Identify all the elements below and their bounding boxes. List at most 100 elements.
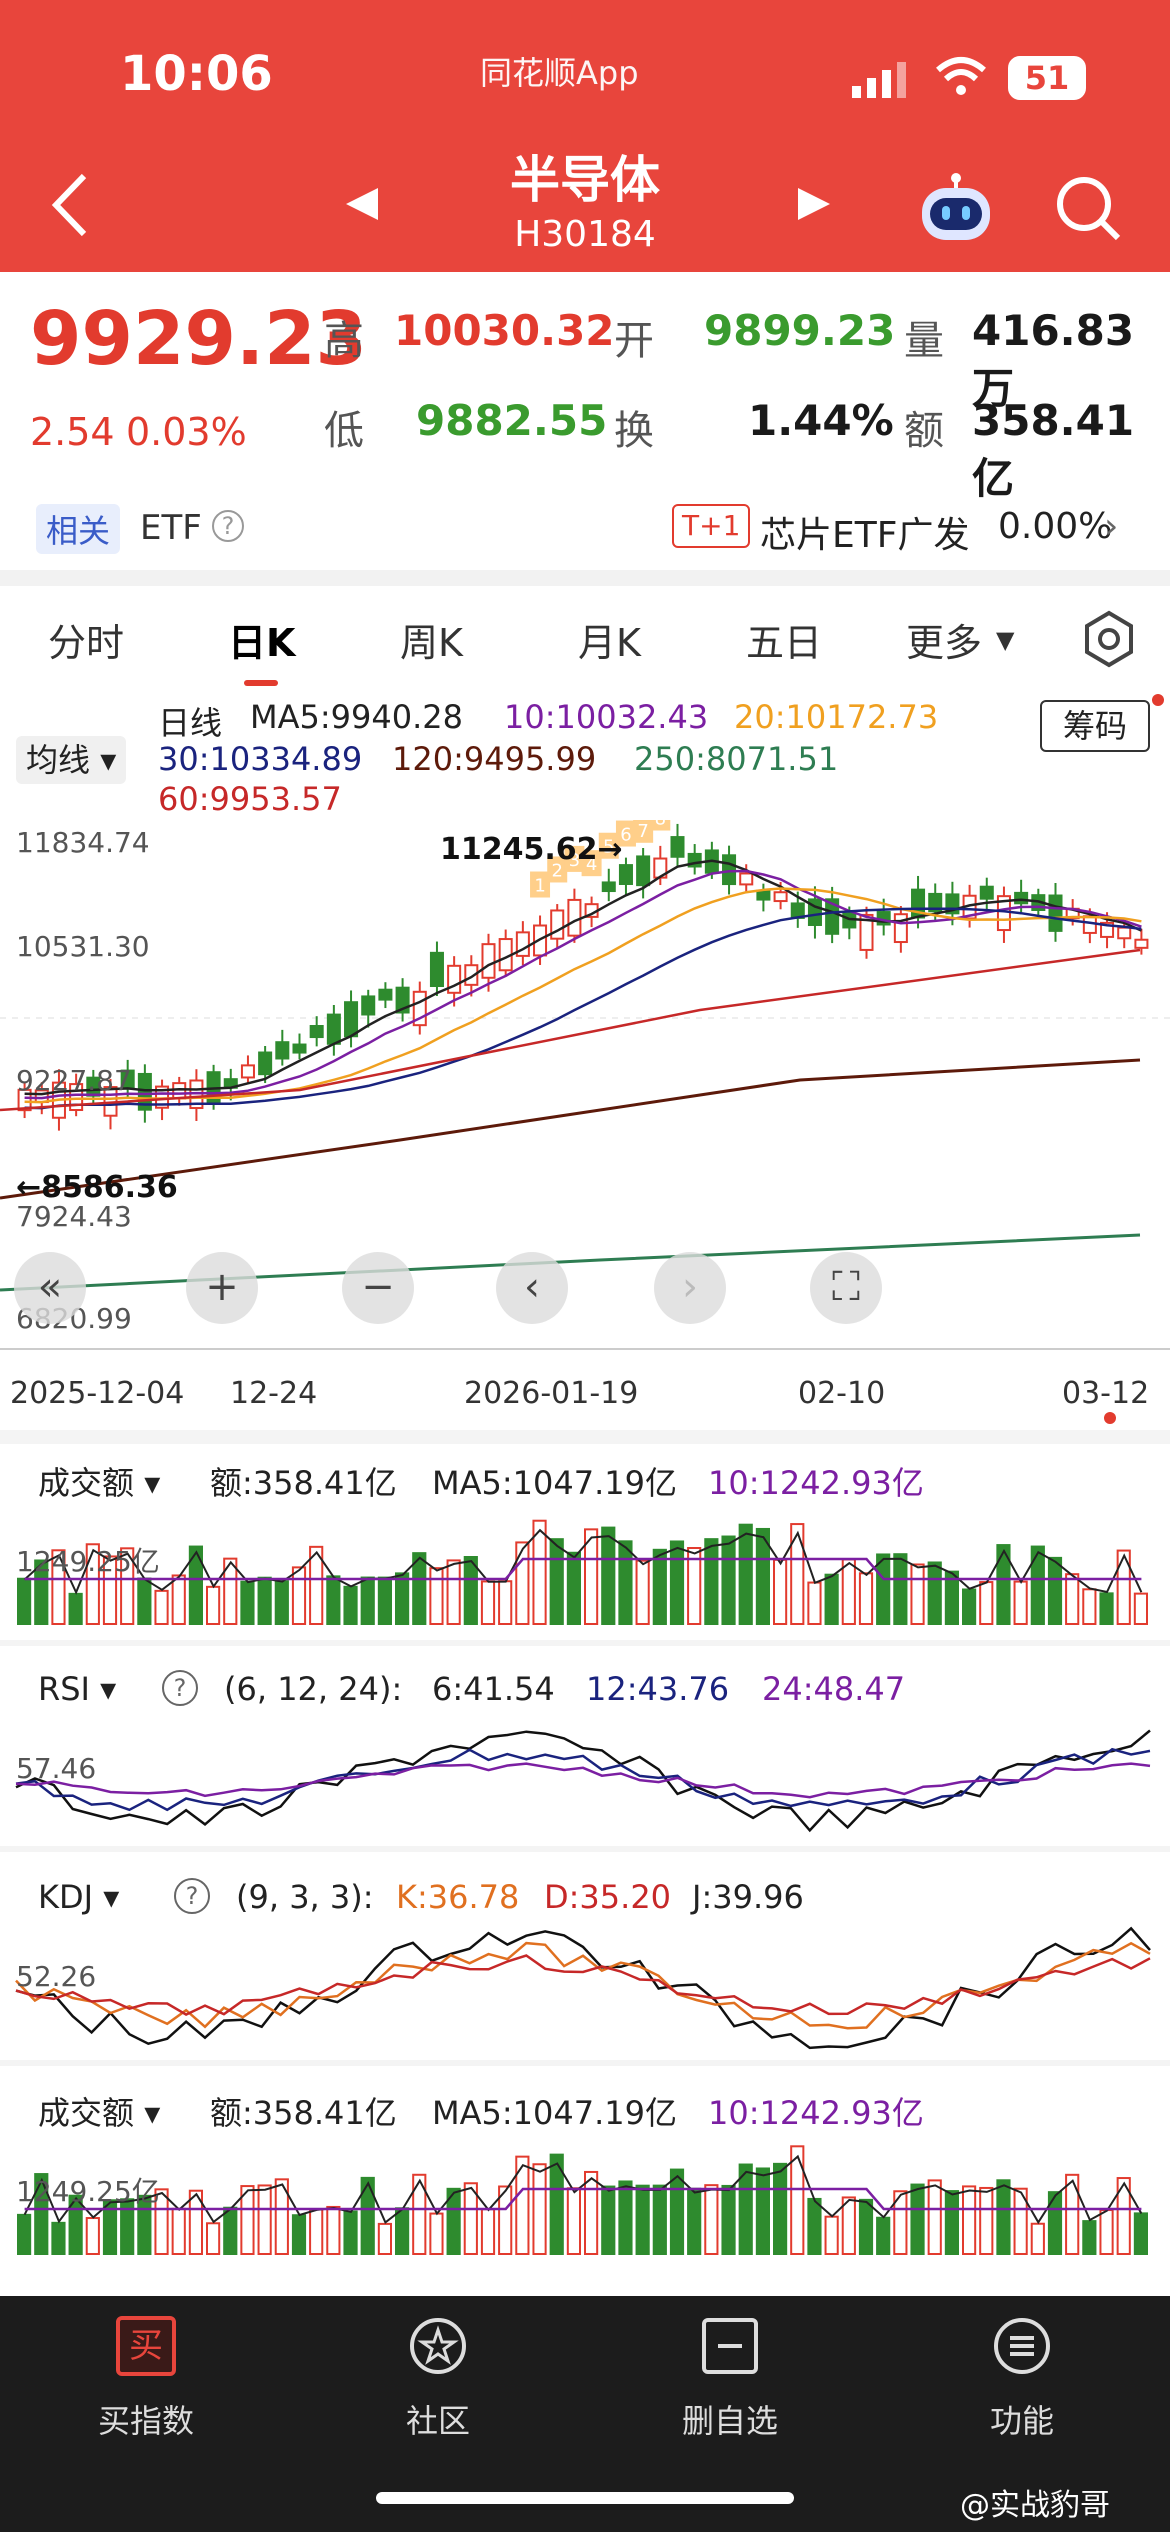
tab-daily-k[interactable]: 日K xyxy=(228,621,296,665)
td-count-badge: 6 xyxy=(615,820,636,847)
volume-bar xyxy=(309,2208,324,2256)
volume-bar xyxy=(1116,2177,1131,2255)
low-value: 9882.55 xyxy=(416,396,608,445)
zoom-in-icon[interactable]: + xyxy=(186,1252,258,1324)
candle-body xyxy=(1134,938,1149,949)
ma-selector[interactable]: 均线 ▾ xyxy=(16,736,127,784)
vol2-y-label: 1249.25亿 xyxy=(16,2175,160,2208)
td-badge-text: 5 xyxy=(603,837,614,858)
latest-dot xyxy=(1104,1412,1116,1424)
volume-bar xyxy=(944,2190,959,2255)
kdj-d-line xyxy=(15,1954,1151,2017)
nav-functions[interactable]: 功能 xyxy=(876,2296,1168,2476)
volume-bar xyxy=(1099,1592,1114,1626)
volume-bar xyxy=(188,2189,203,2255)
fullscreen-icon[interactable]: ⛶ xyxy=(810,1252,882,1324)
amount-label: 额 xyxy=(904,408,944,454)
volume-bar xyxy=(1047,2191,1063,2255)
volume-bar xyxy=(755,1527,770,1625)
td-badge-box xyxy=(650,820,671,831)
volume-bar xyxy=(738,2163,753,2255)
price-change-pct: 0.03% xyxy=(126,410,247,454)
ma30-line xyxy=(24,907,1142,1110)
open-label: 开 xyxy=(614,318,654,364)
turnover-value: 1.44% xyxy=(748,396,894,445)
kdj-j-line xyxy=(15,1926,1151,2050)
candle-body xyxy=(378,988,393,1001)
settings-icon[interactable] xyxy=(1080,610,1138,668)
kdj-params: (9, 3, 3): xyxy=(236,1878,374,1916)
volume-bar xyxy=(154,2188,169,2255)
back-icon[interactable] xyxy=(46,170,96,240)
td-badge-box xyxy=(615,820,636,847)
volume-bar xyxy=(807,1581,822,1625)
rsi-panel-name: RSI xyxy=(38,1670,90,1708)
page-title: 半导体 xyxy=(510,151,660,209)
td-badge-text: 6 xyxy=(620,825,631,846)
candle-body xyxy=(429,951,444,988)
next-stock-icon[interactable] xyxy=(796,186,832,222)
volume-bar xyxy=(1013,2187,1028,2255)
candle-body xyxy=(636,855,651,887)
volume-bar xyxy=(343,1585,358,1625)
scroll-right-icon[interactable]: › xyxy=(654,1252,726,1324)
tab-weekly-k[interactable]: 周K xyxy=(400,621,463,665)
zoom-out-all-icon[interactable]: « xyxy=(14,1252,86,1324)
prev-stock-icon[interactable] xyxy=(344,186,380,222)
volume-bar xyxy=(360,2176,375,2255)
tab-monthly-k[interactable]: 月K xyxy=(578,621,641,665)
section-divider xyxy=(0,1430,1170,1444)
date-label-0: 2025-12-04 xyxy=(10,1376,185,1411)
volume-bar xyxy=(360,1576,375,1625)
volume-bar xyxy=(1030,2222,1045,2255)
volume-bar xyxy=(480,1580,496,1625)
help-icon[interactable]: ? xyxy=(162,1670,198,1706)
vol-ma10-line xyxy=(24,2187,1142,2211)
zoom-out-icon[interactable]: − xyxy=(342,1252,414,1324)
nav-community[interactable]: 社区 xyxy=(292,2296,584,2476)
candle-body xyxy=(601,881,616,893)
volume-label: 量 xyxy=(904,318,944,364)
nav-remove-watchlist[interactable]: 删自选 xyxy=(584,2296,876,2476)
volume-bar xyxy=(652,2184,667,2255)
tab-five-day[interactable]: 五日 xyxy=(746,621,823,665)
chip-button[interactable]: 筹码 xyxy=(1040,700,1150,752)
kdj-k: K:36.78 xyxy=(396,1878,520,1916)
search-icon[interactable] xyxy=(1052,172,1122,242)
date-label-1: 12-24 xyxy=(230,1376,318,1411)
tab-intraday[interactable]: 分时 xyxy=(48,621,125,665)
volume-bar xyxy=(635,1559,650,1625)
volume-bar xyxy=(206,1585,221,1625)
current-price: 9929.23 xyxy=(30,296,368,382)
help-icon[interactable]: ? xyxy=(212,510,244,542)
related-etf-row[interactable]: 相关 ETF ? T+1 芯片ETF广发 0.00% › xyxy=(0,490,1170,570)
scroll-left-icon[interactable]: ‹ xyxy=(496,1252,568,1324)
tab-more[interactable]: 更多 xyxy=(906,621,983,665)
td-badge-box xyxy=(598,832,619,859)
ma5-label: MA5:9940.28 xyxy=(250,698,463,736)
volume-bar xyxy=(721,1535,736,1625)
y-label-0: 11834.74 xyxy=(16,826,150,859)
vol-panel-title[interactable]: 成交额 ▾ xyxy=(38,1464,161,1502)
nav-buy-index[interactable]: 买 买指数 xyxy=(0,2296,292,2476)
candle-body xyxy=(292,1043,307,1054)
volume-chart xyxy=(17,1519,1149,1626)
volume-bar xyxy=(893,2190,908,2255)
y-label-2: 9227.87 xyxy=(16,1064,132,1097)
candle-body xyxy=(842,912,857,929)
candlestick-chart[interactable]: 123456789 xyxy=(0,820,1170,1340)
volume-bar xyxy=(618,1540,633,1625)
volume-bar xyxy=(996,1544,1011,1626)
vol2-panel-title[interactable]: 成交额 ▾ xyxy=(38,2094,161,2132)
volume-bar xyxy=(274,1580,289,1626)
volume-bar xyxy=(515,2155,530,2256)
robot-assistant-icon[interactable] xyxy=(918,172,994,244)
rsi6-line xyxy=(15,1729,1151,1833)
kdj-panel-title[interactable]: KDJ ▾ xyxy=(38,1878,120,1916)
buy-icon: 买 xyxy=(116,2316,176,2376)
rsi-panel-title[interactable]: RSI ▾ xyxy=(38,1670,117,1708)
volume-bar xyxy=(858,1572,874,1626)
rsi12-line xyxy=(15,1747,1151,1812)
help-icon[interactable]: ? xyxy=(174,1878,210,1914)
td-badge-text: 3 xyxy=(569,850,580,871)
